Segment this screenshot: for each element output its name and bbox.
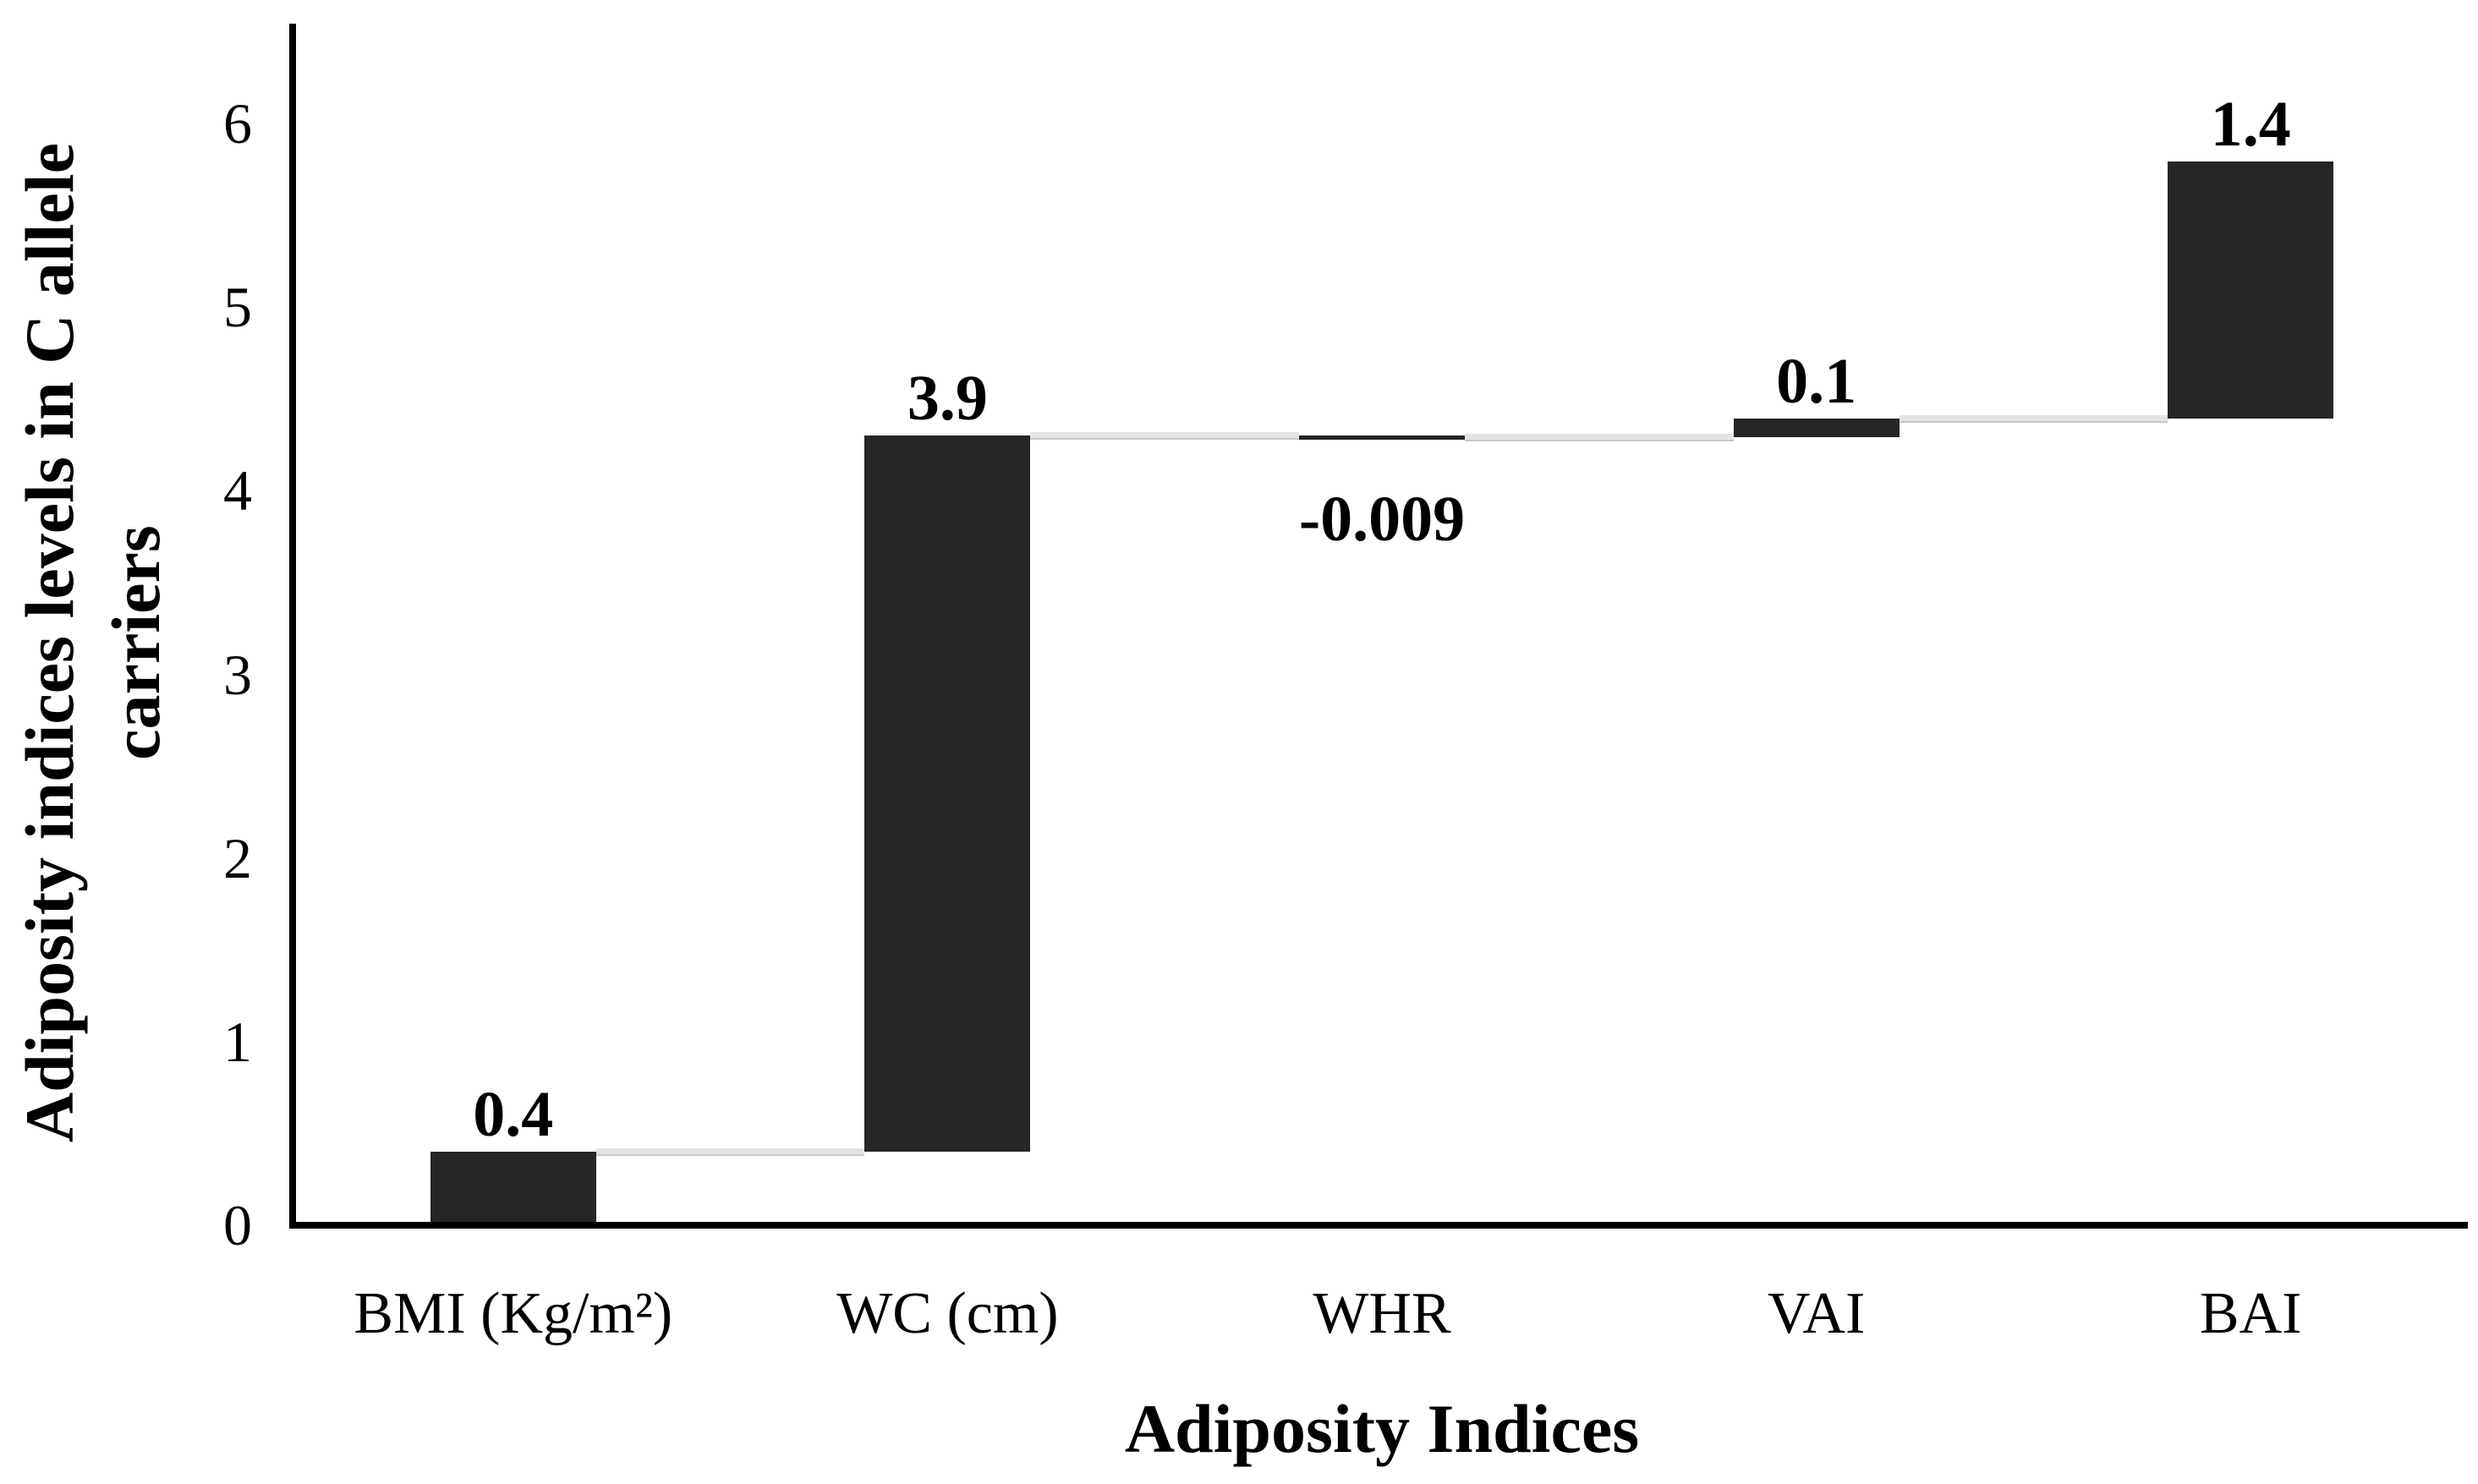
connector-whr-to-vai bbox=[1465, 433, 1734, 441]
category-label-bai: BAI bbox=[2199, 1281, 2302, 1346]
y-tick-label-4: 4 bbox=[223, 458, 252, 523]
category-label-whr: WHR bbox=[1313, 1281, 1451, 1346]
y-axis-line bbox=[289, 24, 296, 1229]
bar-bai bbox=[2168, 162, 2334, 419]
connector-wc-cm-to-whr bbox=[1030, 431, 1299, 440]
bar-vai bbox=[1733, 419, 1900, 438]
value-label-vai: 0.1 bbox=[1776, 346, 1857, 418]
category-label-bmi-kg-m: BMI (Kg/m²) bbox=[354, 1281, 673, 1346]
y-tick-label-5: 5 bbox=[223, 275, 252, 340]
bar-whr bbox=[1299, 435, 1465, 441]
x-axis-title: Adiposity Indices bbox=[1124, 1390, 1640, 1467]
bar-wc-cm bbox=[864, 435, 1031, 1153]
y-tick-label-3: 3 bbox=[223, 642, 252, 707]
y-tick-label-2: 2 bbox=[223, 825, 252, 890]
connector-vai-to-bai bbox=[1899, 414, 2168, 423]
value-label-bai: 1.4 bbox=[2210, 89, 2291, 161]
bar-bmi-kg-m bbox=[430, 1152, 596, 1225]
category-label-vai: VAI bbox=[1767, 1281, 1866, 1346]
connector-bmi-kg-m-to-wc-cm bbox=[595, 1147, 865, 1156]
value-label-whr: -0.009 bbox=[1298, 484, 1466, 556]
y-tick-label-1: 1 bbox=[223, 1009, 252, 1074]
x-axis-line bbox=[289, 1222, 2468, 1229]
y-tick-label-0: 0 bbox=[223, 1193, 252, 1257]
value-label-bmi-kg-m: 0.4 bbox=[473, 1079, 554, 1151]
category-label-wc-cm: WC (cm) bbox=[836, 1281, 1059, 1346]
y-tick-label-6: 6 bbox=[223, 91, 252, 156]
value-label-wc-cm: 3.9 bbox=[907, 363, 988, 435]
